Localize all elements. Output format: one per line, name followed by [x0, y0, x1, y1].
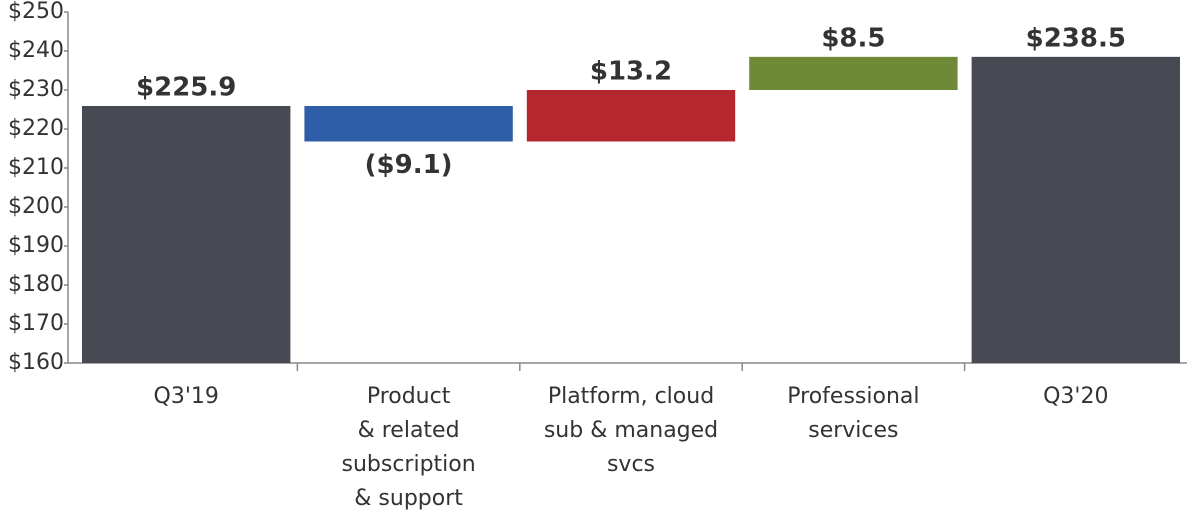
value-label: $238.5 — [1026, 23, 1126, 53]
bar — [82, 105, 291, 364]
y-tick-label: $220 — [8, 116, 64, 141]
y-tick-label: $180 — [8, 272, 64, 297]
value-label: $13.2 — [590, 57, 672, 87]
y-tick-label: $240 — [8, 38, 64, 63]
x-tick-label: Q3'19 — [153, 384, 219, 409]
x-tick-label: Platform, cloud sub & managed svcs — [543, 384, 719, 477]
x-tick-label: Professional services — [787, 384, 920, 443]
y-tick-label: $200 — [8, 194, 64, 219]
x-tick-label: Q3'20 — [1043, 384, 1109, 409]
y-tick-label: $210 — [8, 155, 64, 180]
y-tick-label: $170 — [8, 311, 64, 336]
bar — [749, 56, 958, 90]
bar — [971, 56, 1180, 363]
y-tick-label: $250 — [8, 0, 64, 24]
bar — [304, 105, 513, 142]
y-tick-label: $190 — [8, 233, 64, 258]
value-label: ($9.1) — [365, 150, 453, 180]
bar — [526, 90, 736, 142]
y-tick-label: $160 — [8, 350, 64, 375]
value-label: $8.5 — [821, 23, 885, 53]
y-tick-label: $230 — [8, 77, 64, 102]
value-label: $225.9 — [136, 72, 236, 102]
x-tick-label: Product & related subscription & support — [341, 384, 476, 511]
